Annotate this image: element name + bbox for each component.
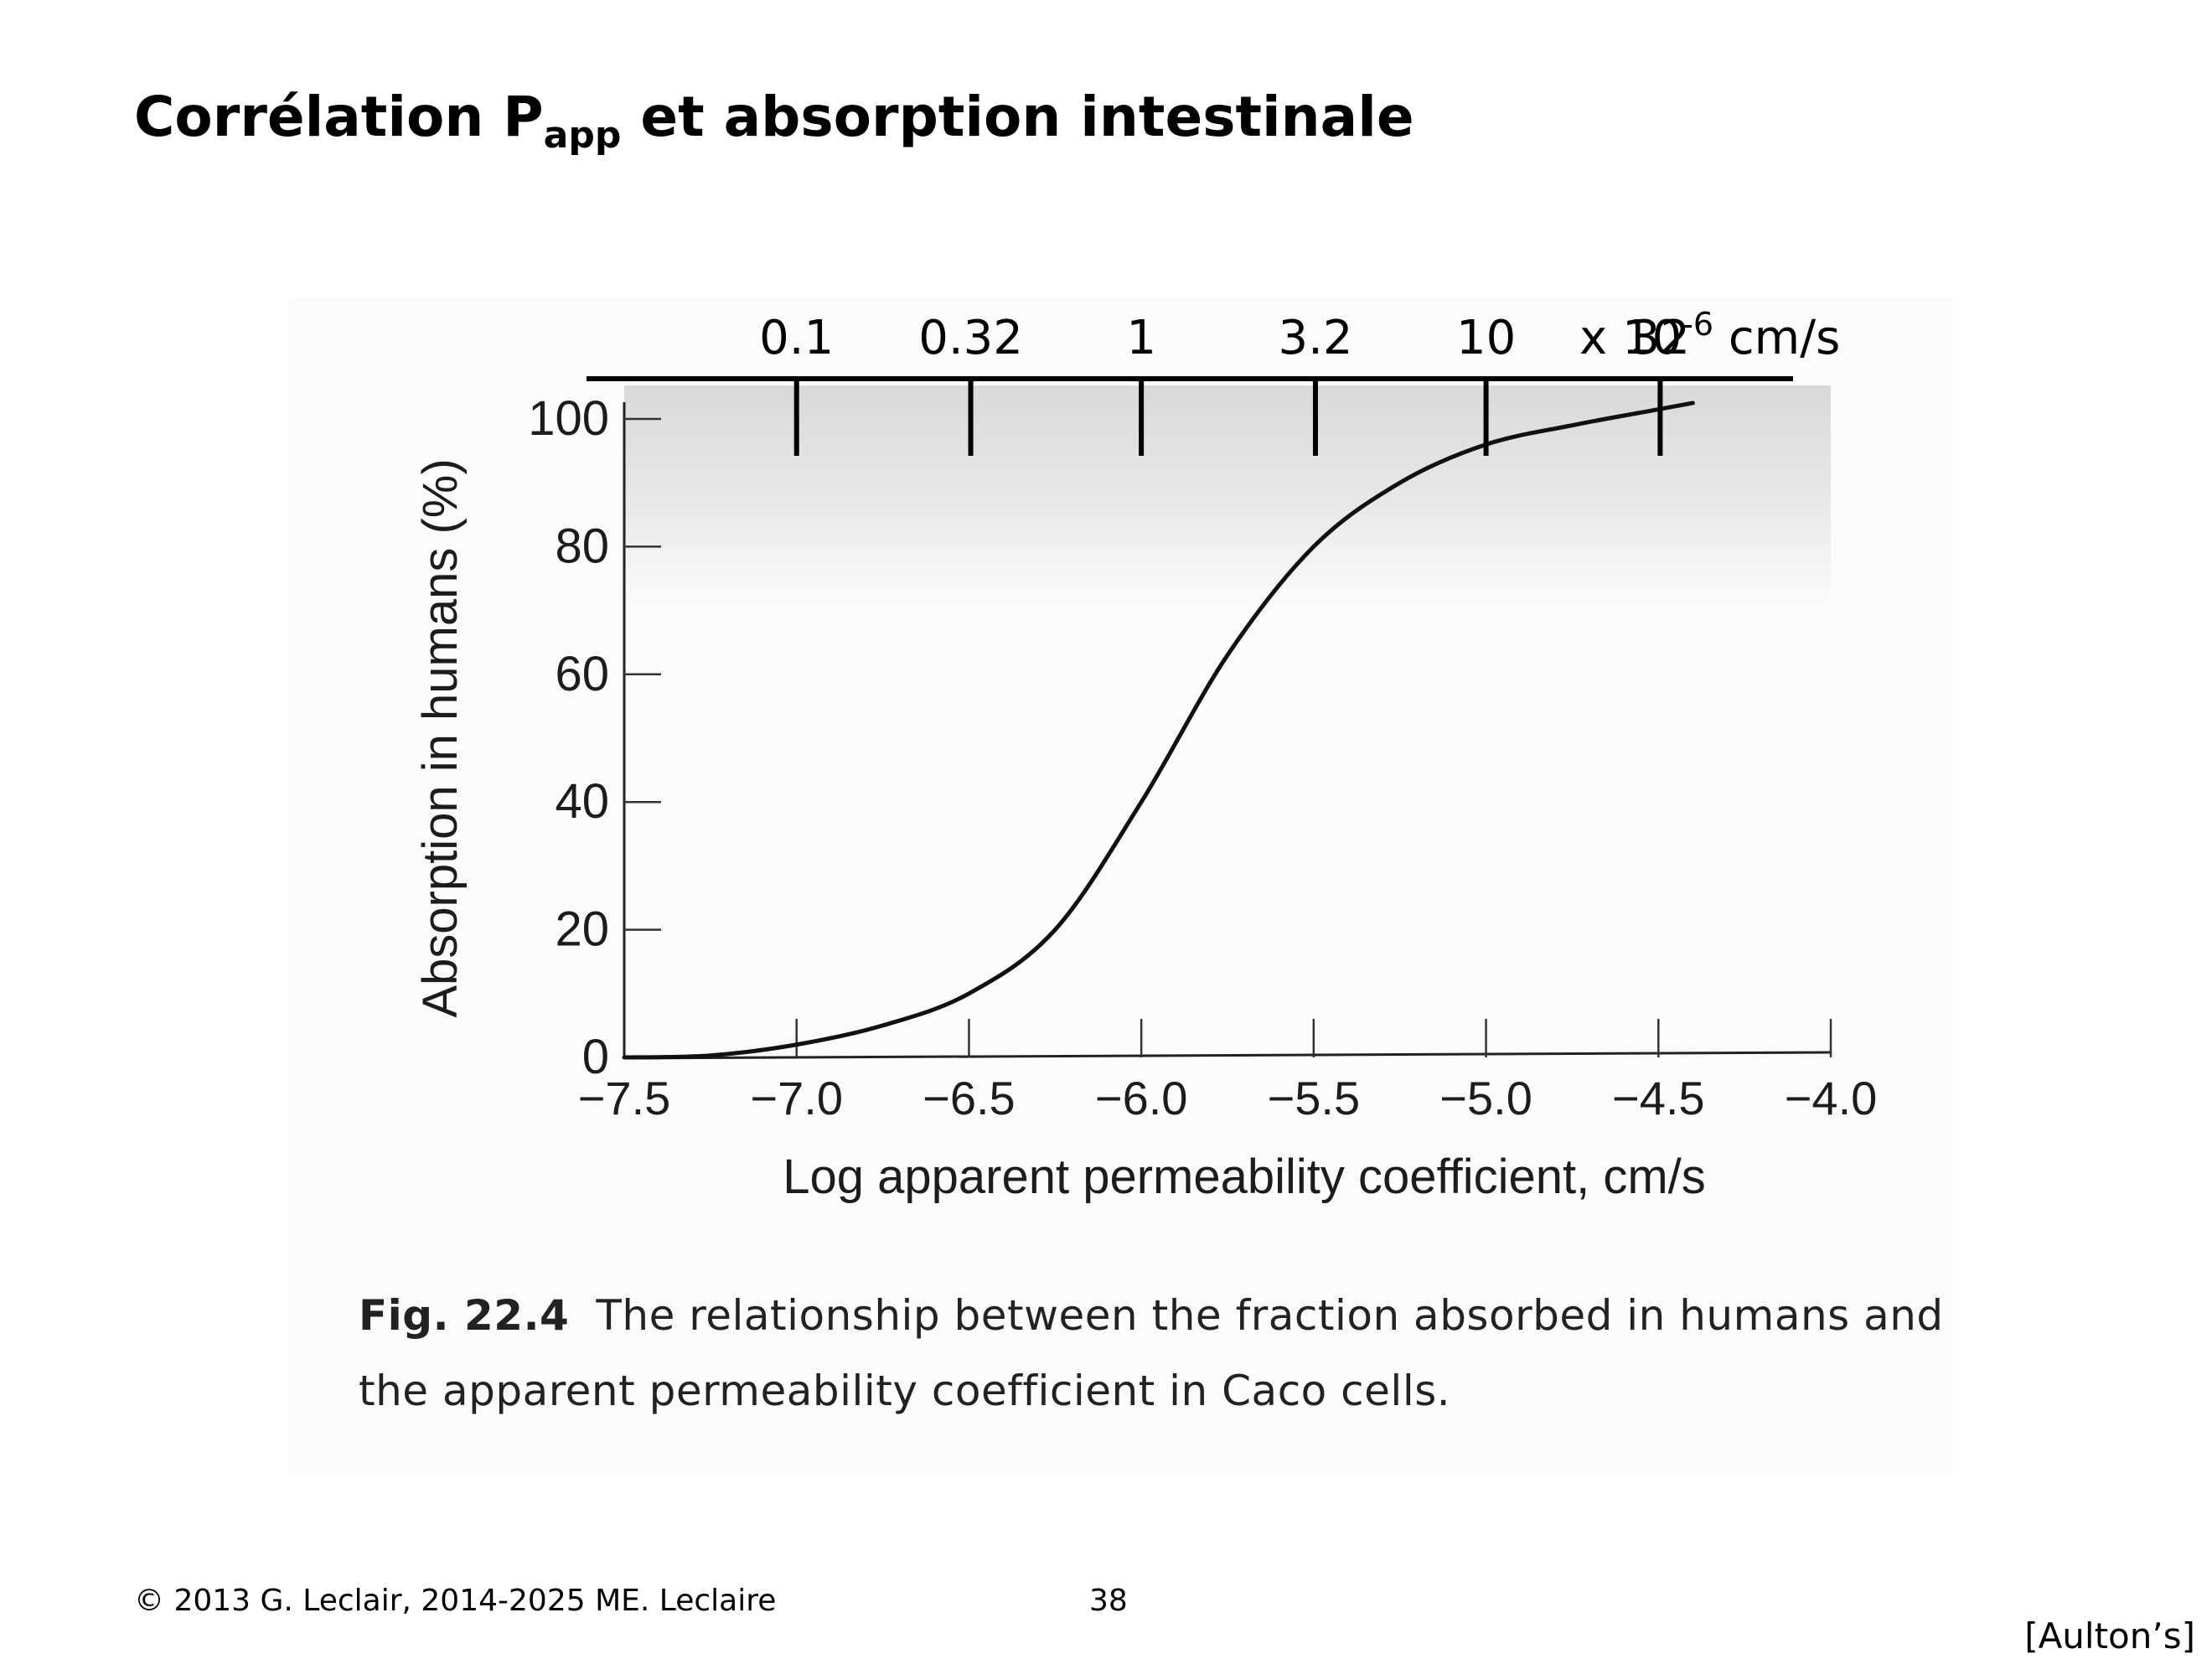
footer-copyright: © 2013 G. Leclair, 2014-2025 ME. Leclair… (134, 1584, 777, 1618)
title-main: Corrélation P (134, 85, 544, 149)
y-tick-label: 0 (582, 1030, 609, 1084)
x-tick-label: −4.0 (1785, 1072, 1878, 1124)
x-tick-label: −4.5 (1612, 1072, 1705, 1124)
x-tick-label: −6.5 (923, 1072, 1016, 1124)
y-tick-label: 40 (555, 774, 609, 829)
x-tick-label: −7.0 (750, 1072, 843, 1124)
title-subscript: app (543, 114, 622, 157)
slide-title: Corrélation Papp et absorption intestina… (134, 84, 1414, 154)
x-axis-line (623, 1051, 1832, 1060)
top-axis-tick-label: 10 (1456, 311, 1516, 365)
top-axis-tick-label: 32 (1631, 311, 1690, 365)
title-rest: et absorption intestinale (621, 85, 1414, 149)
top-axis-tick-label: 0.32 (918, 311, 1023, 365)
top-axis-tick-label: 0.1 (759, 311, 834, 365)
y-tick-label: 20 (555, 902, 609, 957)
shaded-band (624, 385, 1831, 603)
absorption-curve (622, 401, 1695, 1060)
top-axis-unit: x 10-6 cm/s (1579, 306, 1840, 365)
y-tick-label: 60 (555, 647, 609, 701)
source-citation: [Aulton’s] (2024, 1615, 2195, 1656)
x-tick-label: −7.5 (578, 1072, 671, 1124)
top-axis-tick-label: 1 (1126, 311, 1156, 365)
x-tick-label: −6.0 (1095, 1072, 1188, 1124)
x-axis-label: Log apparent permeability coefficient, c… (783, 1150, 1706, 1204)
y-tick-label: 100 (528, 391, 609, 446)
x-tick-label: −5.5 (1268, 1072, 1361, 1124)
y-axis-label: Absorption in humans (%) (413, 458, 468, 1017)
y-tick-label: 80 (555, 519, 609, 573)
caption-label: Fig. 22.4 (359, 1291, 570, 1340)
x-tick-label: −5.0 (1439, 1072, 1532, 1124)
caption-text: The relationship between the fraction ab… (359, 1291, 1944, 1415)
page-number: 38 (1089, 1584, 1128, 1618)
figure-caption: Fig. 22.4 The relationship between the fr… (359, 1278, 1951, 1429)
top-axis-tick-label: 3.2 (1278, 311, 1352, 365)
